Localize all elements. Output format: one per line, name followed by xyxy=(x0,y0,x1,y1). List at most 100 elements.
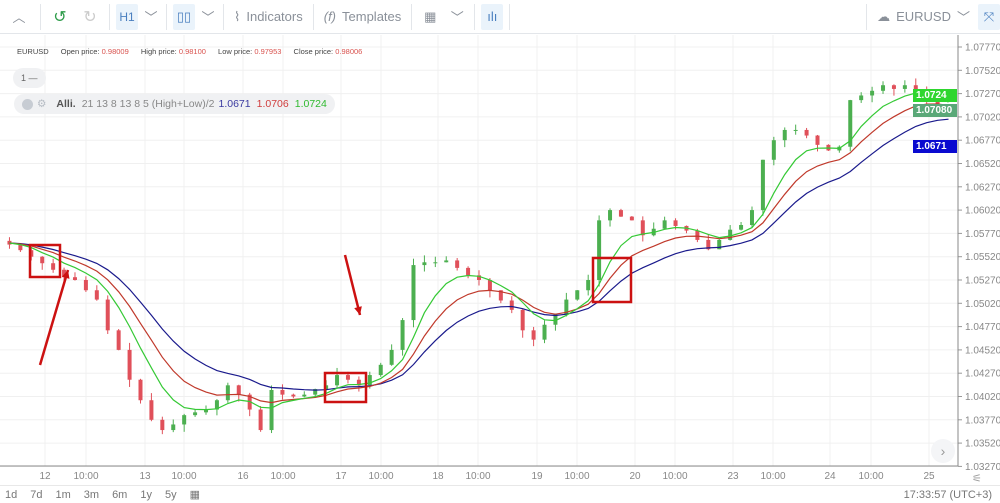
candle-body xyxy=(498,290,503,301)
candle-body xyxy=(389,349,394,365)
calendar-icon[interactable]: ▦ xyxy=(424,8,437,24)
candle-body xyxy=(575,290,580,300)
candle-body xyxy=(422,262,427,266)
x-tick-label: 10:00 xyxy=(564,471,589,482)
lips-line xyxy=(9,92,949,411)
period-7d[interactable]: 7d xyxy=(30,488,43,501)
candle-body xyxy=(695,230,700,240)
period-1m[interactable]: 1m xyxy=(55,488,71,501)
low-value: 0.97953 xyxy=(254,47,282,56)
candle-body xyxy=(749,210,754,226)
period-3m[interactable]: 3m xyxy=(83,488,100,501)
candle-body xyxy=(542,324,547,340)
annotation-arrowhead xyxy=(61,270,70,279)
indicator-params: 21 13 8 13 8 5 (High+Low)/2 xyxy=(81,98,215,110)
candle-body xyxy=(40,256,45,264)
candle-body xyxy=(760,159,765,211)
candle-body xyxy=(902,85,907,89)
candle-body xyxy=(466,267,471,276)
candle-body xyxy=(564,299,569,315)
undo-icon[interactable]: ↺ xyxy=(53,8,67,26)
period-1y[interactable]: 1y xyxy=(140,488,152,501)
settings-gear-icon[interactable]: ⚙ xyxy=(37,98,47,110)
jaw-price-tag: 1.0671 xyxy=(913,140,957,153)
divider xyxy=(166,3,167,30)
fullscreen-icon[interactable]: ⤧ xyxy=(978,3,1000,30)
symbol-chevron-down-icon: ﹀ xyxy=(956,10,970,25)
calendar-chevron-down-icon[interactable]: ﹀ xyxy=(450,10,464,25)
candle-body xyxy=(214,400,219,410)
candle-body xyxy=(182,415,187,425)
timeframe-chevron-down-icon[interactable]: ﹀ xyxy=(144,10,158,25)
candle-body xyxy=(586,280,591,291)
candle-body xyxy=(280,389,285,395)
candle-body xyxy=(793,129,798,131)
candle-body xyxy=(236,385,241,395)
candle-body xyxy=(509,300,514,310)
candle-body xyxy=(891,85,896,89)
y-tick-label: 1.06270 xyxy=(965,182,1000,193)
bar-chart-icon[interactable]: ılı xyxy=(481,3,504,30)
candle-body xyxy=(531,330,536,340)
y-tick-label: 1.07770 xyxy=(965,43,1000,54)
candle-body xyxy=(881,85,886,91)
axis-settings-icon[interactable]: ⚟ xyxy=(972,473,982,485)
ohlc-legend: EURUSD Open price: 0.98009 High price: 0… xyxy=(17,47,372,56)
y-tick-label: 1.05270 xyxy=(965,276,1000,287)
annotation-box xyxy=(28,243,62,279)
remove-indicator-icon[interactable] xyxy=(22,98,33,110)
y-tick-label: 1.07520 xyxy=(965,66,1000,77)
symbol-selector[interactable]: ☁ EURUSD ﹀ xyxy=(873,4,974,30)
scroll-right-button[interactable]: › xyxy=(931,439,955,463)
candle-body xyxy=(739,225,744,230)
x-tick-label: 19 xyxy=(531,471,543,482)
toolbar: ︿ ↺ ↻ H1 ﹀ ▯▯ ﹀ ⌇ Indicators (f) Templates… xyxy=(0,0,1000,34)
price-chart[interactable]: 1.07770 1.07520 1.07270 1.07020 1.06770 1.065… xyxy=(0,0,1000,485)
period-1d[interactable]: 1d xyxy=(5,488,18,501)
y-tick-label: 1.06520 xyxy=(965,159,1000,170)
candle-body xyxy=(62,269,67,278)
period-6m[interactable]: 6m xyxy=(112,488,128,501)
candle-body xyxy=(487,280,492,291)
candle-body xyxy=(728,229,733,240)
y-tick-label: 1.06770 xyxy=(965,136,1000,147)
candle-body xyxy=(171,424,176,431)
candle-body xyxy=(477,275,481,280)
high-value: 0.98100 xyxy=(178,47,206,56)
open-label: Open price: xyxy=(60,47,100,56)
low-label: Low price: xyxy=(218,47,253,56)
close-label: Close price: xyxy=(293,47,334,56)
candle-body xyxy=(618,210,623,217)
chart-type-chevron-down-icon[interactable]: ﹀ xyxy=(201,10,215,25)
bottom-bar: 1d 7d 1m 3m 6m 1y 5y ▦ 17:33:57 (UTC+3) xyxy=(0,485,1000,503)
y-tick-label: 1.04270 xyxy=(965,369,1000,380)
candle-body xyxy=(367,375,372,386)
candles-chart-type-icon[interactable]: ▯▯ xyxy=(173,3,195,30)
y-tick-label: 1.06020 xyxy=(965,206,1000,217)
candle-body xyxy=(717,239,722,250)
templates-button[interactable]: (f) Templates xyxy=(320,4,406,30)
candle-body xyxy=(83,280,88,291)
annotation-arrow xyxy=(343,254,362,316)
y-tick-label: 1.04770 xyxy=(965,322,1000,333)
timeframe-button[interactable]: H1 xyxy=(116,3,138,30)
redo-icon[interactable]: ↻ xyxy=(83,8,97,26)
pane-pill[interactable]: 1 — xyxy=(13,68,46,88)
candle-body xyxy=(356,379,361,386)
period-5y[interactable]: 5y xyxy=(164,488,177,501)
candle-body xyxy=(673,220,678,226)
y-tick-label: 1.04520 xyxy=(965,345,1000,356)
indicators-button[interactable]: ⌇ Indicators xyxy=(230,4,307,30)
indicators-icon: ⌇ xyxy=(234,8,241,24)
collapse-chevron-up-icon[interactable]: ︿ xyxy=(12,10,26,25)
indicators-label: Indicators xyxy=(246,9,303,24)
divider xyxy=(411,3,413,30)
annotation-arrowhead xyxy=(354,306,362,315)
candle-body xyxy=(302,394,307,397)
x-tick-label: 13 xyxy=(139,471,151,482)
candle-body xyxy=(771,140,776,160)
candle-body xyxy=(127,349,132,380)
date-range-calendar-icon[interactable]: ▦ xyxy=(189,489,200,501)
x-tick-label: 18 xyxy=(432,471,444,482)
templates-label: Templates xyxy=(342,9,402,24)
